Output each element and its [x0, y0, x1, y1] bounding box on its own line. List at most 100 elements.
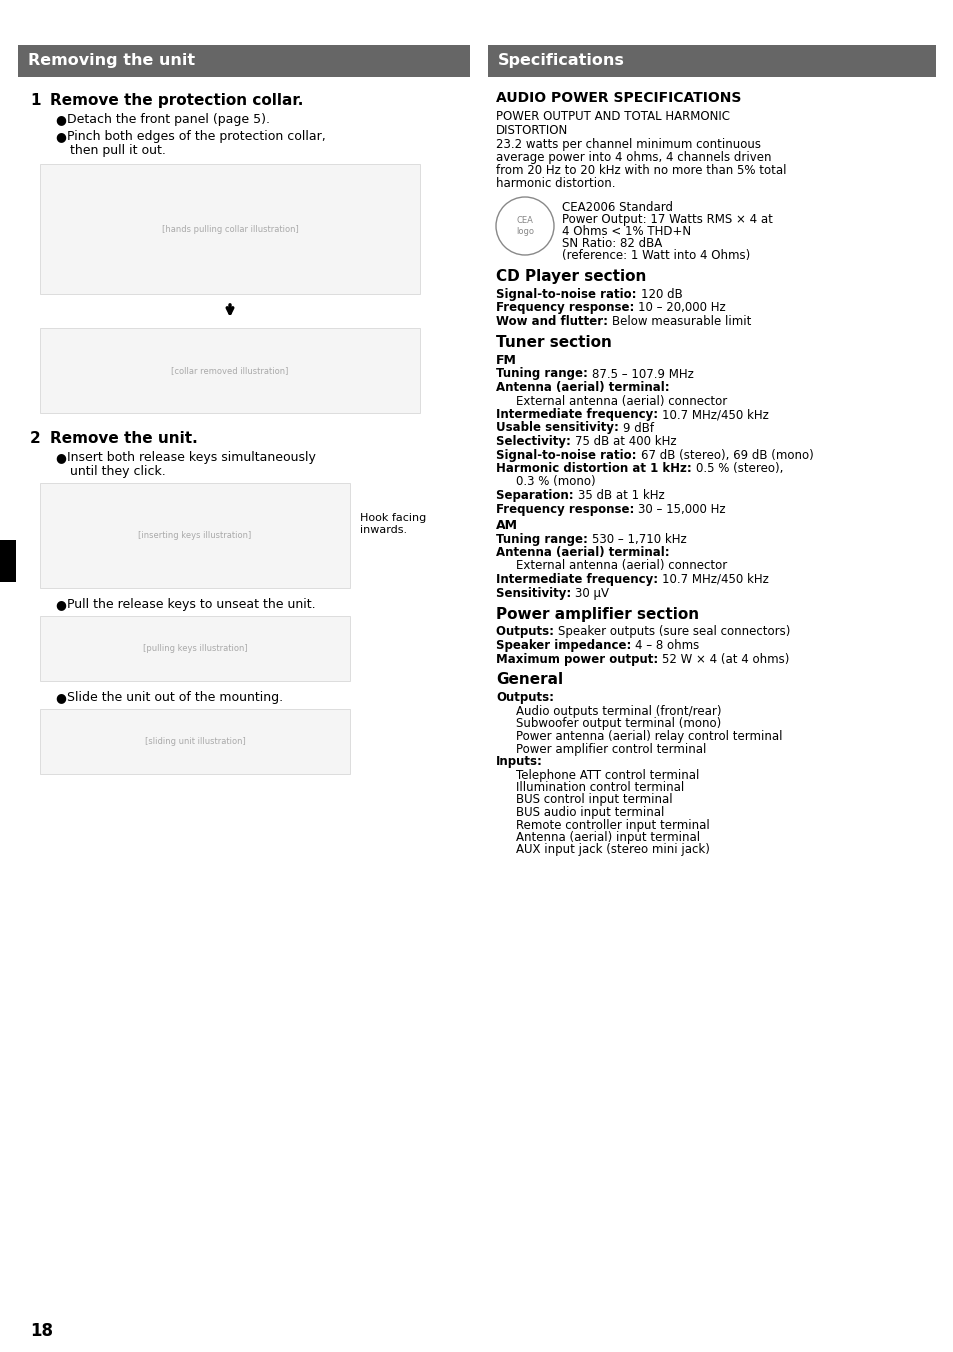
Text: Power amplifier control terminal: Power amplifier control terminal	[516, 742, 705, 756]
Text: ●: ●	[55, 598, 66, 611]
Bar	[18, 45, 470, 77]
Text: 9 dBf: 9 dBf	[622, 422, 654, 434]
Text: Tuner section: Tuner section	[496, 335, 611, 350]
Text: Separation:: Separation:	[496, 489, 578, 502]
Text: [hands pulling collar illustration]: [hands pulling collar illustration]	[161, 224, 298, 234]
Text: 75 dB at 400 kHz: 75 dB at 400 kHz	[575, 435, 676, 448]
Text: Power amplifier section: Power amplifier section	[496, 607, 699, 622]
Text: Insert both release keys simultaneously: Insert both release keys simultaneously	[67, 452, 315, 464]
Text: ●: ●	[55, 691, 66, 704]
Text: Inputs:: Inputs:	[496, 754, 542, 768]
Text: average power into 4 ohms, 4 channels driven: average power into 4 ohms, 4 channels dr…	[496, 151, 771, 164]
Text: POWER OUTPUT AND TOTAL HARMONIC: POWER OUTPUT AND TOTAL HARMONIC	[496, 110, 729, 123]
Text: 35 dB at 1 kHz: 35 dB at 1 kHz	[578, 489, 664, 502]
Text: Intermediate frequency:: Intermediate frequency:	[496, 573, 661, 585]
Text: Below measurable limit: Below measurable limit	[612, 315, 751, 329]
Text: Frequency response:: Frequency response:	[496, 301, 638, 315]
Text: 18: 18	[30, 1322, 53, 1340]
Text: inwards.: inwards.	[359, 525, 407, 535]
Text: CEA
logo: CEA logo	[516, 216, 534, 235]
Text: Frequency response:: Frequency response:	[496, 503, 638, 515]
Bar	[488, 45, 935, 77]
Text: AUDIO POWER SPECIFICATIONS: AUDIO POWER SPECIFICATIONS	[496, 91, 740, 105]
Text: 87.5 – 107.9 MHz: 87.5 – 107.9 MHz	[592, 368, 693, 380]
Text: 30 μV: 30 μV	[575, 587, 609, 599]
Text: External antenna (aerial) connector: External antenna (aerial) connector	[516, 395, 726, 407]
Text: until they click.: until they click.	[70, 465, 166, 479]
Text: Tuning range:: Tuning range:	[496, 368, 592, 380]
Text: 1: 1	[30, 93, 40, 108]
Bar	[40, 329, 419, 412]
Text: 52 W × 4 (at 4 ohms): 52 W × 4 (at 4 ohms)	[661, 653, 789, 665]
Text: General: General	[496, 672, 562, 688]
Text: ●: ●	[55, 114, 66, 126]
Text: CEA2006 Standard: CEA2006 Standard	[561, 201, 672, 214]
Text: BUS control input terminal: BUS control input terminal	[516, 794, 672, 807]
Text: Specifications: Specifications	[497, 54, 624, 69]
Text: Detach the front panel (page 5).: Detach the front panel (page 5).	[67, 114, 270, 126]
Text: Remove the unit.: Remove the unit.	[50, 431, 197, 446]
Text: AM: AM	[496, 519, 517, 531]
Text: Pinch both edges of the protection collar,: Pinch both edges of the protection colla…	[67, 130, 325, 143]
Text: Speaker outputs (sure seal connectors): Speaker outputs (sure seal connectors)	[558, 626, 790, 638]
Text: BUS audio input terminal: BUS audio input terminal	[516, 806, 663, 819]
Text: [sliding unit illustration]: [sliding unit illustration]	[145, 737, 245, 746]
Text: Usable sensitivity:: Usable sensitivity:	[496, 422, 622, 434]
Text: 2: 2	[30, 431, 41, 446]
Text: Harmonic distortion at 1 kHz:: Harmonic distortion at 1 kHz:	[496, 462, 695, 475]
Text: then pull it out.: then pull it out.	[70, 145, 166, 157]
Text: (reference: 1 Watt into 4 Ohms): (reference: 1 Watt into 4 Ohms)	[561, 249, 749, 262]
Text: Speaker impedance:: Speaker impedance:	[496, 639, 635, 652]
Text: Outputs:: Outputs:	[496, 691, 554, 704]
Text: 4 – 8 ohms: 4 – 8 ohms	[635, 639, 699, 652]
Text: Selectivity:: Selectivity:	[496, 435, 575, 448]
Text: Antenna (aerial) terminal:: Antenna (aerial) terminal:	[496, 546, 669, 558]
Text: Signal-to-noise ratio:: Signal-to-noise ratio:	[496, 288, 640, 301]
Text: 10.7 MHz/450 kHz: 10.7 MHz/450 kHz	[661, 408, 768, 420]
Text: Tuning range:: Tuning range:	[496, 533, 592, 545]
Text: AUX input jack (stereo mini jack): AUX input jack (stereo mini jack)	[516, 844, 709, 857]
Text: FM: FM	[496, 354, 517, 366]
Text: Power Output: 17 Watts RMS × 4 at: Power Output: 17 Watts RMS × 4 at	[561, 214, 772, 226]
Bar	[40, 708, 350, 773]
Text: Wow and flutter:: Wow and flutter:	[496, 315, 612, 329]
Text: Antenna (aerial) terminal:: Antenna (aerial) terminal:	[496, 381, 669, 393]
Text: 30 – 15,000 Hz: 30 – 15,000 Hz	[638, 503, 725, 515]
Text: [collar removed illustration]: [collar removed illustration]	[172, 366, 289, 375]
Text: 530 – 1,710 kHz: 530 – 1,710 kHz	[592, 533, 686, 545]
Text: CD Player section: CD Player section	[496, 269, 646, 284]
Text: Audio outputs terminal (front/rear): Audio outputs terminal (front/rear)	[516, 704, 720, 718]
Text: Antenna (aerial) input terminal: Antenna (aerial) input terminal	[516, 831, 700, 844]
Text: Telephone ATT control terminal: Telephone ATT control terminal	[516, 768, 699, 781]
Text: Remote controller input terminal: Remote controller input terminal	[516, 818, 709, 831]
Text: ●: ●	[55, 452, 66, 464]
Text: from 20 Hz to 20 kHz with no more than 5% total: from 20 Hz to 20 kHz with no more than 5…	[496, 164, 785, 177]
Text: Intermediate frequency:: Intermediate frequency:	[496, 408, 661, 420]
Bar	[40, 617, 350, 681]
Text: Slide the unit out of the mounting.: Slide the unit out of the mounting.	[67, 691, 283, 704]
Text: Removing the unit: Removing the unit	[28, 54, 195, 69]
Text: SN Ratio: 82 dBA: SN Ratio: 82 dBA	[561, 237, 661, 250]
Bar	[40, 483, 350, 588]
Bar	[40, 164, 419, 293]
Text: 120 dB: 120 dB	[640, 288, 681, 301]
Text: Illumination control terminal: Illumination control terminal	[516, 781, 683, 794]
Text: 10.7 MHz/450 kHz: 10.7 MHz/450 kHz	[661, 573, 768, 585]
Text: 4 Ohms < 1% THD+N: 4 Ohms < 1% THD+N	[561, 224, 690, 238]
Text: External antenna (aerial) connector: External antenna (aerial) connector	[516, 560, 726, 572]
Text: 0.3 % (mono): 0.3 % (mono)	[516, 476, 595, 488]
Text: Outputs:: Outputs:	[496, 626, 558, 638]
Text: Maximum power output:: Maximum power output:	[496, 653, 661, 665]
Text: Pull the release keys to unseat the unit.: Pull the release keys to unseat the unit…	[67, 598, 315, 611]
Text: [pulling keys illustration]: [pulling keys illustration]	[143, 644, 247, 653]
Text: 10 – 20,000 Hz: 10 – 20,000 Hz	[638, 301, 725, 315]
Text: Sensitivity:: Sensitivity:	[496, 587, 575, 599]
Text: harmonic distortion.: harmonic distortion.	[496, 177, 615, 191]
Text: ●: ●	[55, 130, 66, 143]
Text: 67 dB (stereo), 69 dB (mono): 67 dB (stereo), 69 dB (mono)	[640, 449, 813, 461]
Text: 23.2 watts per channel minimum continuous: 23.2 watts per channel minimum continuou…	[496, 138, 760, 151]
Text: Subwoofer output terminal (mono): Subwoofer output terminal (mono)	[516, 718, 720, 730]
Text: 0.5 % (stereo),: 0.5 % (stereo),	[695, 462, 782, 475]
Text: Remove the protection collar.: Remove the protection collar.	[50, 93, 303, 108]
Text: [inserting keys illustration]: [inserting keys illustration]	[138, 531, 252, 539]
